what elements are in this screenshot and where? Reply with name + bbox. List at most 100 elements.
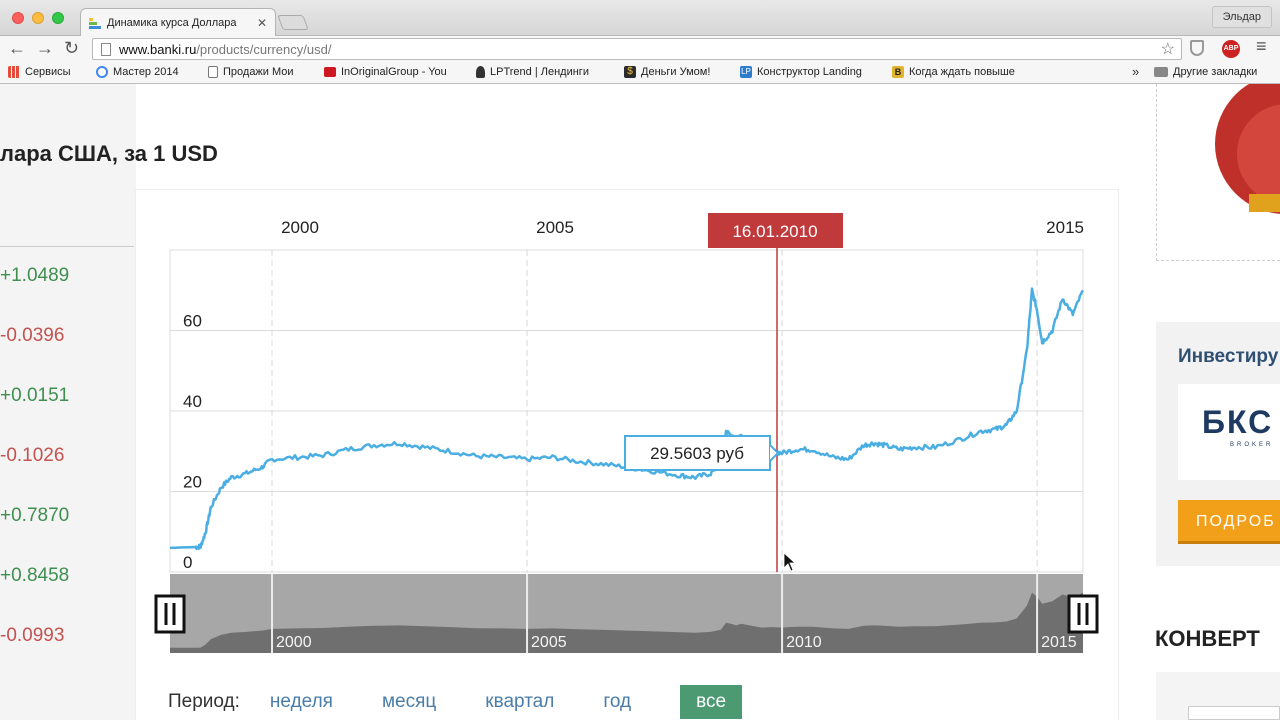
y-tick-label: 20 xyxy=(183,473,202,492)
window-minimize-button[interactable] xyxy=(32,12,44,24)
tooltip-value: 29.5603 руб xyxy=(650,444,744,463)
period-label: Период: xyxy=(168,691,240,712)
back-arrow-icon[interactable]: ← xyxy=(8,38,26,58)
bookmark-label: Конструктор Landing xyxy=(757,66,862,78)
y-tick-label: 60 xyxy=(183,312,202,331)
folder-icon xyxy=(1154,67,1168,77)
bookmark-item[interactable]: $ Деньги Умом! xyxy=(624,66,710,78)
banki-favicon-icon xyxy=(89,17,101,29)
bookmark-label: Когда ждать повыше xyxy=(909,66,1015,78)
change-value: -0.1026 xyxy=(0,445,65,466)
change-value: -0.0993 xyxy=(0,625,65,646)
navigator-tick-label: 2000 xyxy=(276,634,312,651)
mouse-pointer-icon xyxy=(783,552,797,572)
invest-ad-title: Инвестиру xyxy=(1178,346,1279,367)
bookmark-item[interactable]: InOriginalGroup - You xyxy=(324,66,453,78)
bookmark-label: Деньги Умом! xyxy=(641,66,711,78)
bookmark-item[interactable]: LPTrend | Лендинги xyxy=(476,66,589,78)
shield-extension-icon[interactable] xyxy=(1190,40,1204,56)
period-quarter[interactable]: квартал xyxy=(485,691,555,712)
change-value: -0.0396 xyxy=(0,325,65,346)
change-table-divider xyxy=(0,246,134,247)
period-selector: Период: неделя месяц квартал год все xyxy=(168,684,743,720)
page-icon xyxy=(208,66,218,78)
bookmark-label: LPTrend | Лендинги xyxy=(490,66,589,78)
reload-icon[interactable]: ↻ xyxy=(64,38,80,58)
y-tick-label: 0 xyxy=(183,553,192,572)
bookmark-item[interactable]: Продажи Мои xyxy=(208,66,294,78)
change-value: +1.0489 xyxy=(0,265,70,286)
bookmark-item[interactable]: LP Конструктор Landing xyxy=(740,66,869,78)
navigator-area xyxy=(170,592,1083,653)
other-bookmarks-folder[interactable]: Другие закладки xyxy=(1154,66,1257,78)
google-icon xyxy=(96,66,108,78)
converter-title: КОНВЕРТ xyxy=(1155,626,1260,651)
other-bookmarks-label: Другие закладки xyxy=(1173,66,1258,78)
bcs-logo-text: БКС xyxy=(1202,404,1274,440)
period-month[interactable]: месяц xyxy=(381,691,437,712)
bookmark-item[interactable]: B Когда ждать повыше xyxy=(892,66,1055,78)
converter-panel xyxy=(1156,672,1280,720)
bookmark-label: Продажи Мои xyxy=(223,66,294,78)
invest-ad: Инвестиру БКС BROKER ПОДРОБ xyxy=(1156,322,1280,566)
browser-toolbar: ← → ↻ www.banki.ru /products/currency/us… xyxy=(0,36,1280,62)
bcs-logo[interactable]: БКС BROKER xyxy=(1178,384,1280,480)
dollar-icon: $ xyxy=(624,66,636,78)
menu-icon[interactable]: ≡ xyxy=(1256,36,1267,56)
navigator-tick-label: 2010 xyxy=(786,634,822,651)
lptrend-icon xyxy=(476,66,485,78)
browser-titlebar: Динамика курса Доллара ✕ Эльдар xyxy=(0,0,1280,36)
window-maximize-button[interactable] xyxy=(52,12,64,24)
x-tick-label: 2015 xyxy=(1046,218,1084,237)
bookmark-label: Сервисы xyxy=(25,66,71,78)
change-value: +0.7870 xyxy=(0,505,70,526)
ad-banner-top[interactable] xyxy=(1156,84,1280,261)
usd-rate-line xyxy=(169,287,1085,551)
cursor-date-box xyxy=(708,213,843,248)
bookmarks-more-button[interactable]: » xyxy=(1132,64,1140,79)
x-tick-label: 2000 xyxy=(281,218,319,237)
tab-title: Динамика курса Доллара xyxy=(107,16,237,29)
page-title: лара США, за 1 USD xyxy=(0,141,218,166)
navigator-tick-label: 2015 xyxy=(1041,634,1077,651)
more-info-button[interactable]: ПОДРОБ xyxy=(1178,500,1280,544)
navigator-tick-label: 2005 xyxy=(531,634,567,651)
period-all[interactable]: все xyxy=(680,685,743,719)
profile-button[interactable]: Эльдар xyxy=(1211,6,1272,28)
converter-input[interactable] xyxy=(1188,706,1280,720)
tooltip-pointer xyxy=(769,444,780,462)
apps-grid-icon xyxy=(8,66,20,78)
bookmark-star-icon[interactable]: ☆ xyxy=(1160,41,1175,58)
b-icon: B xyxy=(892,66,904,78)
url-path: /products/currency/usd/ xyxy=(196,41,332,57)
period-week[interactable]: неделя xyxy=(269,691,333,712)
lp-icon: LP xyxy=(740,66,752,78)
bcs-logo-subtext: BROKER xyxy=(1230,442,1274,448)
bookmark-label: InOriginalGroup - You xyxy=(341,66,447,78)
x-tick-label: 2005 xyxy=(536,218,574,237)
value-tooltip xyxy=(624,435,771,471)
change-value: +0.8458 xyxy=(0,565,70,586)
period-year[interactable]: год xyxy=(603,691,632,712)
tab-close-icon[interactable]: ✕ xyxy=(256,15,267,30)
navigator-right-handle[interactable] xyxy=(1067,594,1099,634)
bookmark-item[interactable]: Мастер 2014 xyxy=(96,66,179,78)
window-close-button[interactable] xyxy=(12,12,24,24)
adblock-extension-icon[interactable]: ABP xyxy=(1222,40,1240,58)
youtube-icon xyxy=(324,67,336,77)
cursor-date-label: 16.01.2010 xyxy=(732,222,817,241)
address-bar[interactable]: www.banki.ru /products/currency/usd/ ☆ xyxy=(92,38,1182,60)
bookmark-label: Мастер 2014 xyxy=(113,66,179,78)
url-host: www.banki.ru xyxy=(119,41,197,57)
y-tick-label: 40 xyxy=(183,392,202,411)
bookmark-item[interactable]: Сервисы xyxy=(8,66,71,78)
page-icon xyxy=(101,42,111,56)
navigator-left-handle[interactable] xyxy=(154,594,186,634)
change-table-background xyxy=(0,84,136,720)
ad-coin-gold xyxy=(1249,194,1280,212)
change-value: +0.0151 xyxy=(0,385,70,406)
browser-tab[interactable]: Динамика курса Доллара ✕ xyxy=(80,8,276,36)
bookmarks-bar: Сервисы Мастер 2014 Продажи Мои InOrigin… xyxy=(0,62,1280,84)
forward-arrow-icon[interactable]: → xyxy=(36,38,54,58)
